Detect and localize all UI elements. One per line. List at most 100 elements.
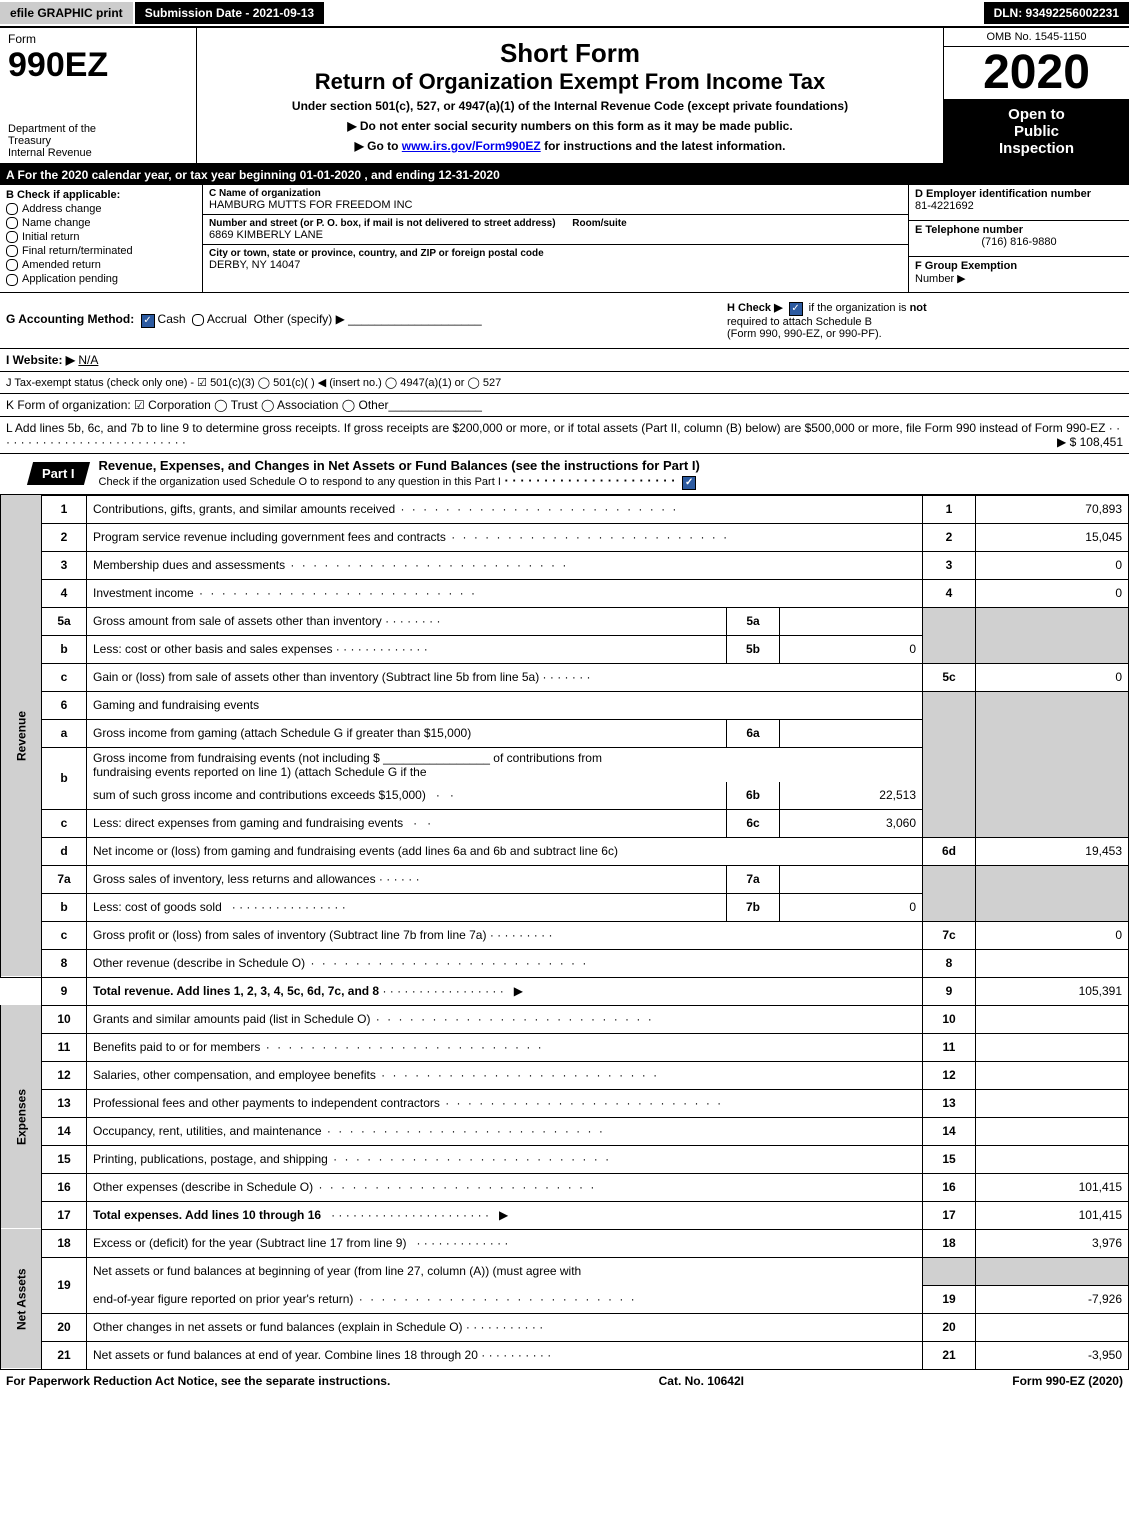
part-1-table: Revenue 1 Contributions, gifts, grants, … bbox=[0, 495, 1129, 1370]
header-right: OMB No. 1545-1150 2020 Open to Public In… bbox=[943, 28, 1129, 163]
box-f: F Group Exemption Number ▶ bbox=[909, 257, 1129, 292]
row-10: Expenses 10 Grants and similar amounts p… bbox=[1, 1005, 1129, 1033]
amt-20 bbox=[976, 1313, 1129, 1341]
phone-value: (716) 816-9880 bbox=[915, 236, 1123, 248]
subamt-5b: 0 bbox=[780, 636, 923, 663]
line-j: J Tax-exempt status (check only one) - ☑… bbox=[0, 372, 1129, 394]
header-mid: Short Form Return of Organization Exempt… bbox=[197, 28, 943, 163]
tax-year: 2020 bbox=[944, 47, 1129, 100]
amt-15 bbox=[976, 1145, 1129, 1173]
row-14: 14 Occupancy, rent, utilities, and maint… bbox=[1, 1117, 1129, 1145]
chk-initial-return[interactable]: Initial return bbox=[6, 231, 196, 243]
amt-4: 0 bbox=[976, 579, 1129, 607]
amt-5c: 0 bbox=[976, 663, 1129, 691]
row-8: 8 Other revenue (describe in Schedule O)… bbox=[1, 949, 1129, 977]
part-1-header: Part I Revenue, Expenses, and Changes in… bbox=[0, 454, 1129, 495]
street-label: Number and street (or P. O. box, if mail… bbox=[209, 218, 902, 229]
amt-10 bbox=[976, 1005, 1129, 1033]
city-value: DERBY, NY 14047 bbox=[209, 259, 902, 271]
amt-16: 101,415 bbox=[976, 1173, 1129, 1201]
amt-1: 70,893 bbox=[976, 495, 1129, 523]
chk-address-change[interactable]: Address change bbox=[6, 203, 196, 215]
under-section: Under section 501(c), 527, or 4947(a)(1)… bbox=[207, 99, 933, 113]
footer-left: For Paperwork Reduction Act Notice, see … bbox=[6, 1374, 390, 1388]
chk-final-return[interactable]: Final return/terminated bbox=[6, 245, 196, 257]
chk-name-change[interactable]: Name change bbox=[6, 217, 196, 229]
subamt-6c: 3,060 bbox=[780, 810, 923, 837]
row-18: Net Assets 18 Excess or (deficit) for th… bbox=[1, 1229, 1129, 1257]
amt-12 bbox=[976, 1061, 1129, 1089]
part-1-title: Revenue, Expenses, and Changes in Net As… bbox=[99, 454, 1129, 494]
box-e: E Telephone number (716) 816-9880 bbox=[909, 221, 1129, 257]
row-2: 2 Program service revenue including gove… bbox=[1, 523, 1129, 551]
footer-mid: Cat. No. 10642I bbox=[659, 1374, 744, 1388]
row-21: 21 Net assets or fund balances at end of… bbox=[1, 1341, 1129, 1369]
org-name: HAMBURG MUTTS FOR FREEDOM INC bbox=[209, 199, 902, 211]
efile-print-button[interactable]: efile GRAPHIC print bbox=[0, 2, 133, 24]
amt-14 bbox=[976, 1117, 1129, 1145]
omb-number: OMB No. 1545-1150 bbox=[944, 28, 1129, 47]
line-h: H Check ▶ ✓ if the organization is not r… bbox=[721, 297, 1123, 344]
chk-amended-return[interactable]: Amended return bbox=[6, 259, 196, 271]
amt-8 bbox=[976, 949, 1129, 977]
chk-application-pending[interactable]: Application pending bbox=[6, 273, 196, 285]
submission-date-button[interactable]: Submission Date - 2021-09-13 bbox=[135, 2, 324, 24]
amt-7c: 0 bbox=[976, 921, 1129, 949]
subamt-7b: 0 bbox=[780, 894, 923, 921]
side-revenue: Revenue bbox=[1, 495, 42, 977]
amt-13 bbox=[976, 1089, 1129, 1117]
irs-link[interactable]: www.irs.gov/Form990EZ bbox=[402, 139, 541, 153]
row-7a: 7a Gross sales of inventory, less return… bbox=[1, 865, 1129, 893]
row-6: 6 Gaming and fundraising events bbox=[1, 691, 1129, 719]
row-5a: 5a Gross amount from sale of assets othe… bbox=[1, 607, 1129, 635]
subamt-7a bbox=[780, 866, 923, 893]
ssn-warning: ▶ Do not enter social security numbers o… bbox=[207, 119, 933, 133]
amt-9: 105,391 bbox=[976, 977, 1129, 1005]
row-19a: 19 Net assets or fund balances at beginn… bbox=[1, 1257, 1129, 1285]
dln-label: DLN: 93492256002231 bbox=[984, 2, 1129, 24]
row-4: 4 Investment income 4 0 bbox=[1, 579, 1129, 607]
header-left: Form 990EZ Department of the Treasury In… bbox=[0, 28, 197, 163]
row-17: 17 Total expenses. Add lines 10 through … bbox=[1, 1201, 1129, 1229]
chk-cash[interactable]: ✓ bbox=[141, 314, 155, 328]
return-title: Return of Organization Exempt From Incom… bbox=[207, 69, 933, 95]
row-15: 15 Printing, publications, postage, and … bbox=[1, 1145, 1129, 1173]
website-value: N/A bbox=[78, 353, 98, 367]
row-20: 20 Other changes in net assets or fund b… bbox=[1, 1313, 1129, 1341]
form-label: Form bbox=[8, 32, 188, 46]
row-11: 11 Benefits paid to or for members 11 bbox=[1, 1033, 1129, 1061]
open-to-public: Open to Public Inspection bbox=[944, 100, 1129, 163]
box-b: B Check if applicable: Address change Na… bbox=[0, 185, 203, 292]
amt-3: 0 bbox=[976, 551, 1129, 579]
street-value: 6869 KIMBERLY LANE bbox=[209, 229, 902, 241]
top-bar: efile GRAPHIC print Submission Date - 20… bbox=[0, 0, 1129, 28]
subamt-6a bbox=[780, 720, 923, 747]
subamt-5a bbox=[780, 608, 923, 635]
line-g: G Accounting Method: ✓Cash Accrual Other… bbox=[6, 312, 482, 328]
chk-h[interactable]: ✓ bbox=[789, 302, 803, 316]
form-header: Form 990EZ Department of the Treasury In… bbox=[0, 28, 1129, 165]
amt-2: 15,045 bbox=[976, 523, 1129, 551]
side-expenses: Expenses bbox=[1, 1005, 42, 1229]
row-1: Revenue 1 Contributions, gifts, grants, … bbox=[1, 495, 1129, 523]
box-c: C Name of organization HAMBURG MUTTS FOR… bbox=[203, 185, 908, 292]
subamt-6b: 22,513 bbox=[780, 782, 923, 809]
row-19b: end-of-year figure reported on prior yea… bbox=[1, 1285, 1129, 1313]
line-g-h: G Accounting Method: ✓Cash Accrual Other… bbox=[0, 293, 1129, 349]
chk-accrual[interactable] bbox=[192, 314, 204, 326]
short-form-title: Short Form bbox=[207, 38, 933, 69]
row-13: 13 Professional fees and other payments … bbox=[1, 1089, 1129, 1117]
line-k: K Form of organization: ☑ Corporation ◯ … bbox=[0, 394, 1129, 417]
page-footer: For Paperwork Reduction Act Notice, see … bbox=[0, 1370, 1129, 1392]
row-6d: d Net income or (loss) from gaming and f… bbox=[1, 837, 1129, 865]
row-5c: c Gain or (loss) from sale of assets oth… bbox=[1, 663, 1129, 691]
chk-schedule-o[interactable]: ✓ bbox=[682, 476, 696, 490]
line-l: L Add lines 5b, 6c, and 7b to line 9 to … bbox=[0, 417, 1129, 454]
row-16: 16 Other expenses (describe in Schedule … bbox=[1, 1173, 1129, 1201]
row-7c: c Gross profit or (loss) from sales of i… bbox=[1, 921, 1129, 949]
box-d: D Employer identification number 81-4221… bbox=[909, 185, 1129, 221]
dept-text: Department of the Treasury Internal Reve… bbox=[8, 123, 188, 159]
line-i: I Website: ▶ N/A bbox=[0, 349, 1129, 372]
row-3: 3 Membership dues and assessments 3 0 bbox=[1, 551, 1129, 579]
org-name-label: C Name of organization bbox=[209, 188, 902, 199]
